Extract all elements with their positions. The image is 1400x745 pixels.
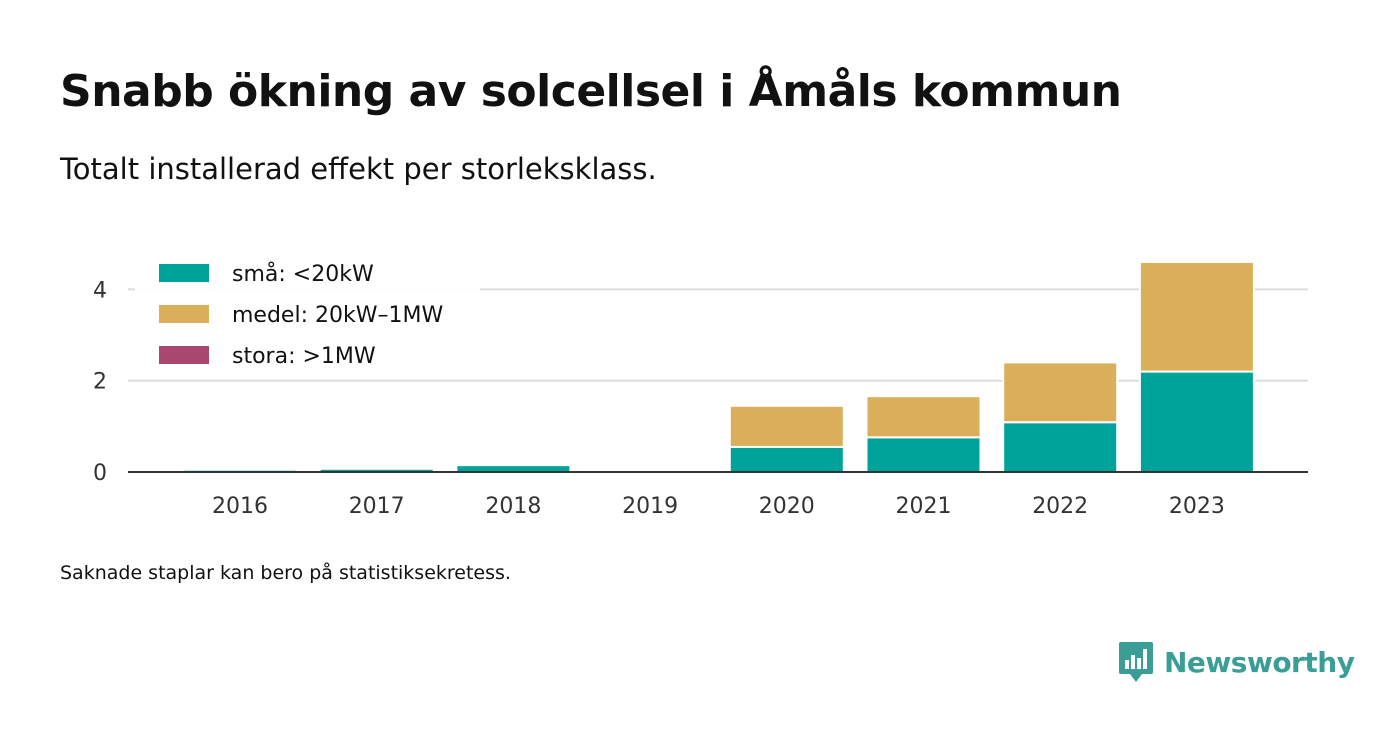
bar-2021-series-0 xyxy=(865,436,982,474)
x-tick-label: 2023 xyxy=(1169,494,1225,519)
x-tick-label: 2016 xyxy=(212,494,268,519)
x-tick-label: 2020 xyxy=(759,494,815,519)
brand-logo: Newsworthy xyxy=(1118,640,1355,684)
footnote: Saknade staplar kan bero på statistiksek… xyxy=(60,562,511,584)
legend-swatch xyxy=(159,346,209,364)
brand-name: Newsworthy xyxy=(1164,645,1355,679)
legend-swatch xyxy=(159,264,209,282)
bars xyxy=(182,261,1255,474)
bar-2023-series-1 xyxy=(1138,261,1255,373)
newsworthy-logo-icon xyxy=(1119,642,1153,682)
bar-2020-series-1 xyxy=(728,404,845,448)
y-tick-label: 4 xyxy=(93,278,107,303)
x-tick-label: 2022 xyxy=(1032,494,1088,519)
legend-label: små: <20kW xyxy=(232,261,374,287)
x-tick-label: 2019 xyxy=(622,494,678,519)
y-tick-label: 2 xyxy=(93,370,107,395)
x-tick-label: 2017 xyxy=(349,494,405,519)
x-tick-label: 2018 xyxy=(485,494,541,519)
y-axis-ticks: 0 2 4 xyxy=(93,278,107,486)
y-tick-label: 0 xyxy=(93,461,107,486)
legend-swatch xyxy=(159,305,209,323)
bar-2021-series-1 xyxy=(865,395,982,439)
x-axis-ticks: 2016 2017 2018 2019 2020 2021 2022 2023 xyxy=(212,494,1225,519)
legend-label: medel: 20kW–1MW xyxy=(232,303,443,328)
bar-2020-series-0 xyxy=(728,445,845,473)
legend: små: <20kW medel: 20kW–1MW stora: >1MW xyxy=(135,252,480,377)
bar-2023-series-0 xyxy=(1138,370,1255,473)
x-tick-label: 2021 xyxy=(896,494,952,519)
chart-title: Snabb ökning av solcellsel i Åmåls kommu… xyxy=(60,66,1122,117)
chart-subtitle: Totalt installerad effekt per storlekskl… xyxy=(60,152,657,186)
bar-2022-series-0 xyxy=(1002,421,1119,474)
bar-2018-series-0 xyxy=(455,464,572,473)
legend-label: stora: >1MW xyxy=(232,344,376,369)
bar-2022-series-1 xyxy=(1002,361,1119,424)
